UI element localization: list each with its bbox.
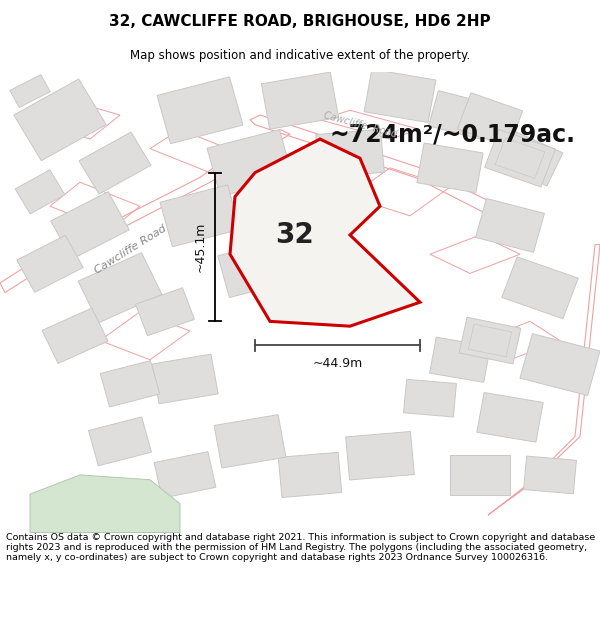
Polygon shape [218, 239, 292, 298]
Polygon shape [214, 414, 286, 468]
Polygon shape [262, 72, 338, 129]
Polygon shape [428, 91, 491, 139]
Polygon shape [497, 131, 563, 186]
Polygon shape [278, 452, 342, 498]
Polygon shape [450, 455, 510, 495]
Polygon shape [78, 253, 162, 323]
Text: 32, CAWCLIFFE ROAD, BRIGHOUSE, HD6 2HP: 32, CAWCLIFFE ROAD, BRIGHOUSE, HD6 2HP [109, 14, 491, 29]
Polygon shape [42, 308, 108, 364]
Polygon shape [136, 288, 194, 336]
Text: 32: 32 [275, 221, 314, 249]
Polygon shape [160, 185, 240, 247]
Polygon shape [524, 456, 577, 494]
Polygon shape [485, 129, 556, 187]
Polygon shape [430, 338, 490, 382]
Polygon shape [346, 431, 415, 480]
Polygon shape [15, 170, 65, 214]
Polygon shape [100, 361, 160, 407]
Text: Cawcliffe  Road: Cawcliffe Road [322, 110, 398, 139]
Polygon shape [417, 143, 483, 192]
Polygon shape [364, 69, 436, 122]
Polygon shape [502, 257, 578, 319]
Polygon shape [316, 129, 385, 178]
Polygon shape [14, 79, 106, 161]
Polygon shape [17, 236, 83, 292]
Text: Cawcliffe Road: Cawcliffe Road [92, 223, 168, 276]
Polygon shape [404, 379, 457, 417]
Polygon shape [459, 318, 521, 364]
Polygon shape [476, 199, 544, 252]
Polygon shape [79, 132, 151, 194]
Polygon shape [520, 334, 600, 396]
Polygon shape [51, 192, 129, 259]
Polygon shape [154, 452, 216, 498]
Polygon shape [457, 92, 523, 147]
Polygon shape [89, 417, 151, 466]
Polygon shape [230, 139, 420, 326]
Text: ~44.9m: ~44.9m [313, 357, 362, 370]
Text: ~724m²/~0.179ac.: ~724m²/~0.179ac. [330, 122, 576, 146]
Polygon shape [152, 354, 218, 404]
Text: Map shows position and indicative extent of the property.: Map shows position and indicative extent… [130, 49, 470, 62]
Text: ~45.1m: ~45.1m [194, 222, 207, 272]
Polygon shape [30, 475, 180, 532]
Polygon shape [477, 392, 543, 442]
Polygon shape [278, 193, 342, 238]
Polygon shape [207, 129, 293, 196]
Polygon shape [157, 77, 243, 144]
Polygon shape [10, 75, 50, 108]
Text: Contains OS data © Crown copyright and database right 2021. This information is : Contains OS data © Crown copyright and d… [6, 532, 595, 562]
